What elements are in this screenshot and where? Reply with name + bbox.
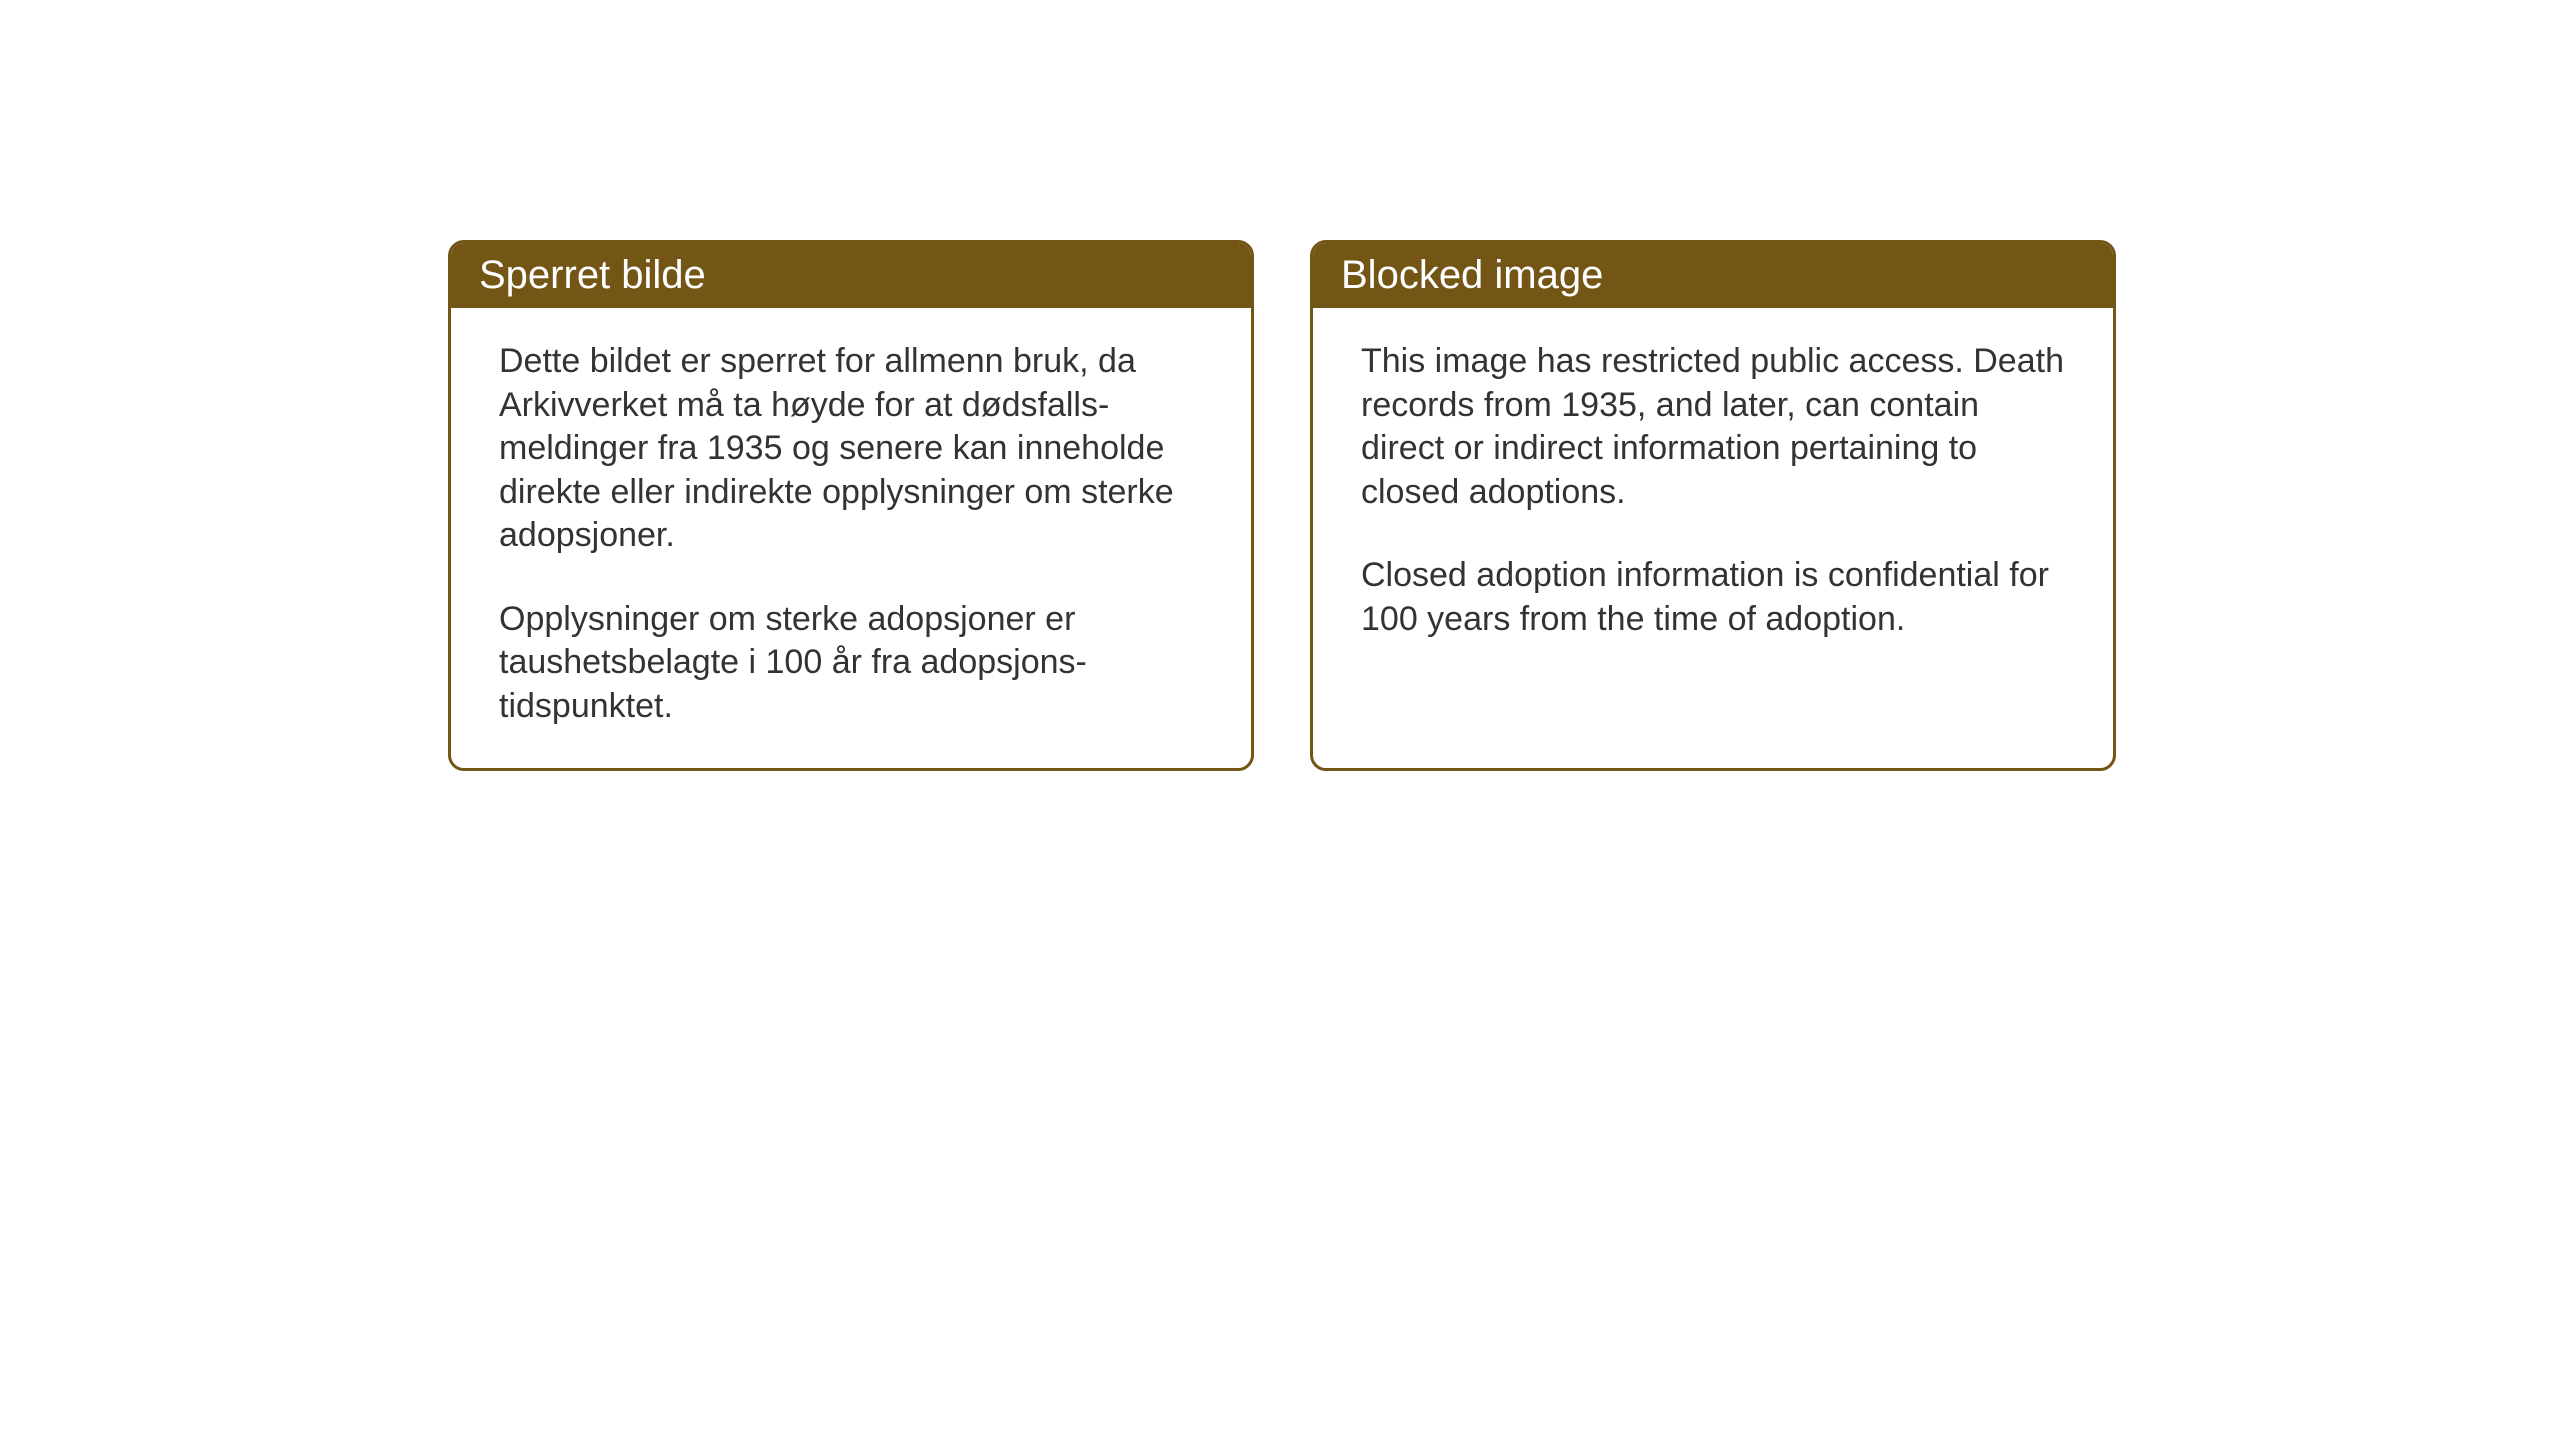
english-card-title: Blocked image xyxy=(1313,243,2113,308)
norwegian-paragraph-1: Dette bildet er sperret for allmenn bruk… xyxy=(499,340,1203,558)
norwegian-paragraph-2: Opplysninger om sterke adopsjoner er tau… xyxy=(499,598,1203,729)
english-paragraph-2: Closed adoption information is confident… xyxy=(1361,554,2065,641)
english-notice-card: Blocked image This image has restricted … xyxy=(1310,240,2116,771)
notice-cards-container: Sperret bilde Dette bildet er sperret fo… xyxy=(448,240,2116,771)
english-card-body: This image has restricted public access.… xyxy=(1313,308,2113,681)
norwegian-card-body: Dette bildet er sperret for allmenn bruk… xyxy=(451,308,1251,768)
norwegian-notice-card: Sperret bilde Dette bildet er sperret fo… xyxy=(448,240,1254,771)
norwegian-card-title: Sperret bilde xyxy=(451,243,1251,308)
english-paragraph-1: This image has restricted public access.… xyxy=(1361,340,2065,514)
